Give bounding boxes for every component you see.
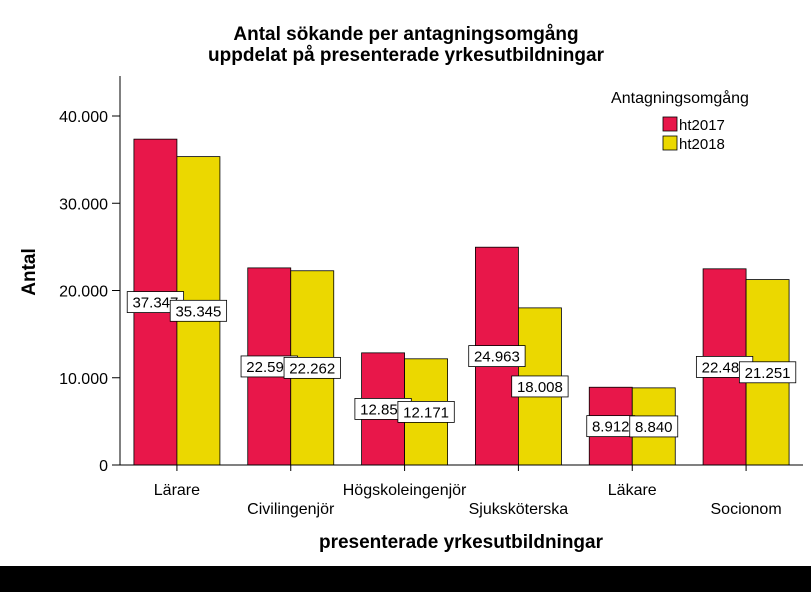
data-label: 22.591 [246,359,292,376]
bar-chart: Antal sökande per antagningsomgång uppde… [19,24,803,553]
data-label: 12.853 [360,401,406,418]
data-label-box [397,401,455,423]
y-tick-label: 20.000 [59,284,108,301]
data-label-box [738,361,797,384]
legend-label: ht2017 [679,117,725,134]
x-axis-label: presenterade yrkesutbildningar [319,532,604,553]
legend-swatch-ht2017 [662,116,678,132]
data-label: 37.347 [132,295,178,312]
data-label-box [283,356,341,379]
x-tick-label: Högskoleingenjör [343,482,467,499]
data-label-box [629,415,679,438]
data-label-box [169,299,228,322]
data-label: 21.251 [745,365,791,382]
data-label: 35.345 [175,303,221,320]
x-tick-label: Läkare [608,482,657,499]
legend-label: ht2018 [679,136,725,153]
data-label: 18.008 [517,379,563,396]
data-label: 8.840 [635,419,673,436]
x-tick-label: Lärare [154,482,200,499]
x-axis: Lärare Civilingenjör HögskoleingenjörSjuks… [120,464,803,518]
y-tick-label: 0 [99,458,108,475]
legend-title: Antagningsomgång [611,89,749,107]
chart-title: Antal sökande per antagningsomgång [233,24,578,45]
data-label-box [468,345,526,367]
legend: Antagningsomgång ht2017 ht2018 [611,89,749,153]
x-tick-label: Sjuksköterska [469,501,569,518]
y-tick-label: 40.000 [59,109,108,126]
y-tick-label: 30.000 [59,196,108,213]
data-label: 8.912 [592,419,630,436]
x-tick-label: Socionom [711,501,782,518]
y-tick-label: 10.000 [59,371,108,388]
data-label: 22.485 [702,359,748,376]
x-tick-label: Civilingenjör [247,501,335,518]
y-axis-label: Antal [19,248,40,296]
data-label: 12.171 [403,404,449,421]
legend-swatch-ht2018 [662,135,678,151]
data-label: 22.262 [289,360,335,377]
chart-subtitle: uppdelat på presenterade yrkesutbildning… [208,45,605,66]
y-axis: 0 10.000 20.000 30.000 40.000 [59,76,121,475]
data-label-box [511,375,569,398]
data-label: 24.963 [474,349,520,366]
bottom-band [0,566,811,592]
